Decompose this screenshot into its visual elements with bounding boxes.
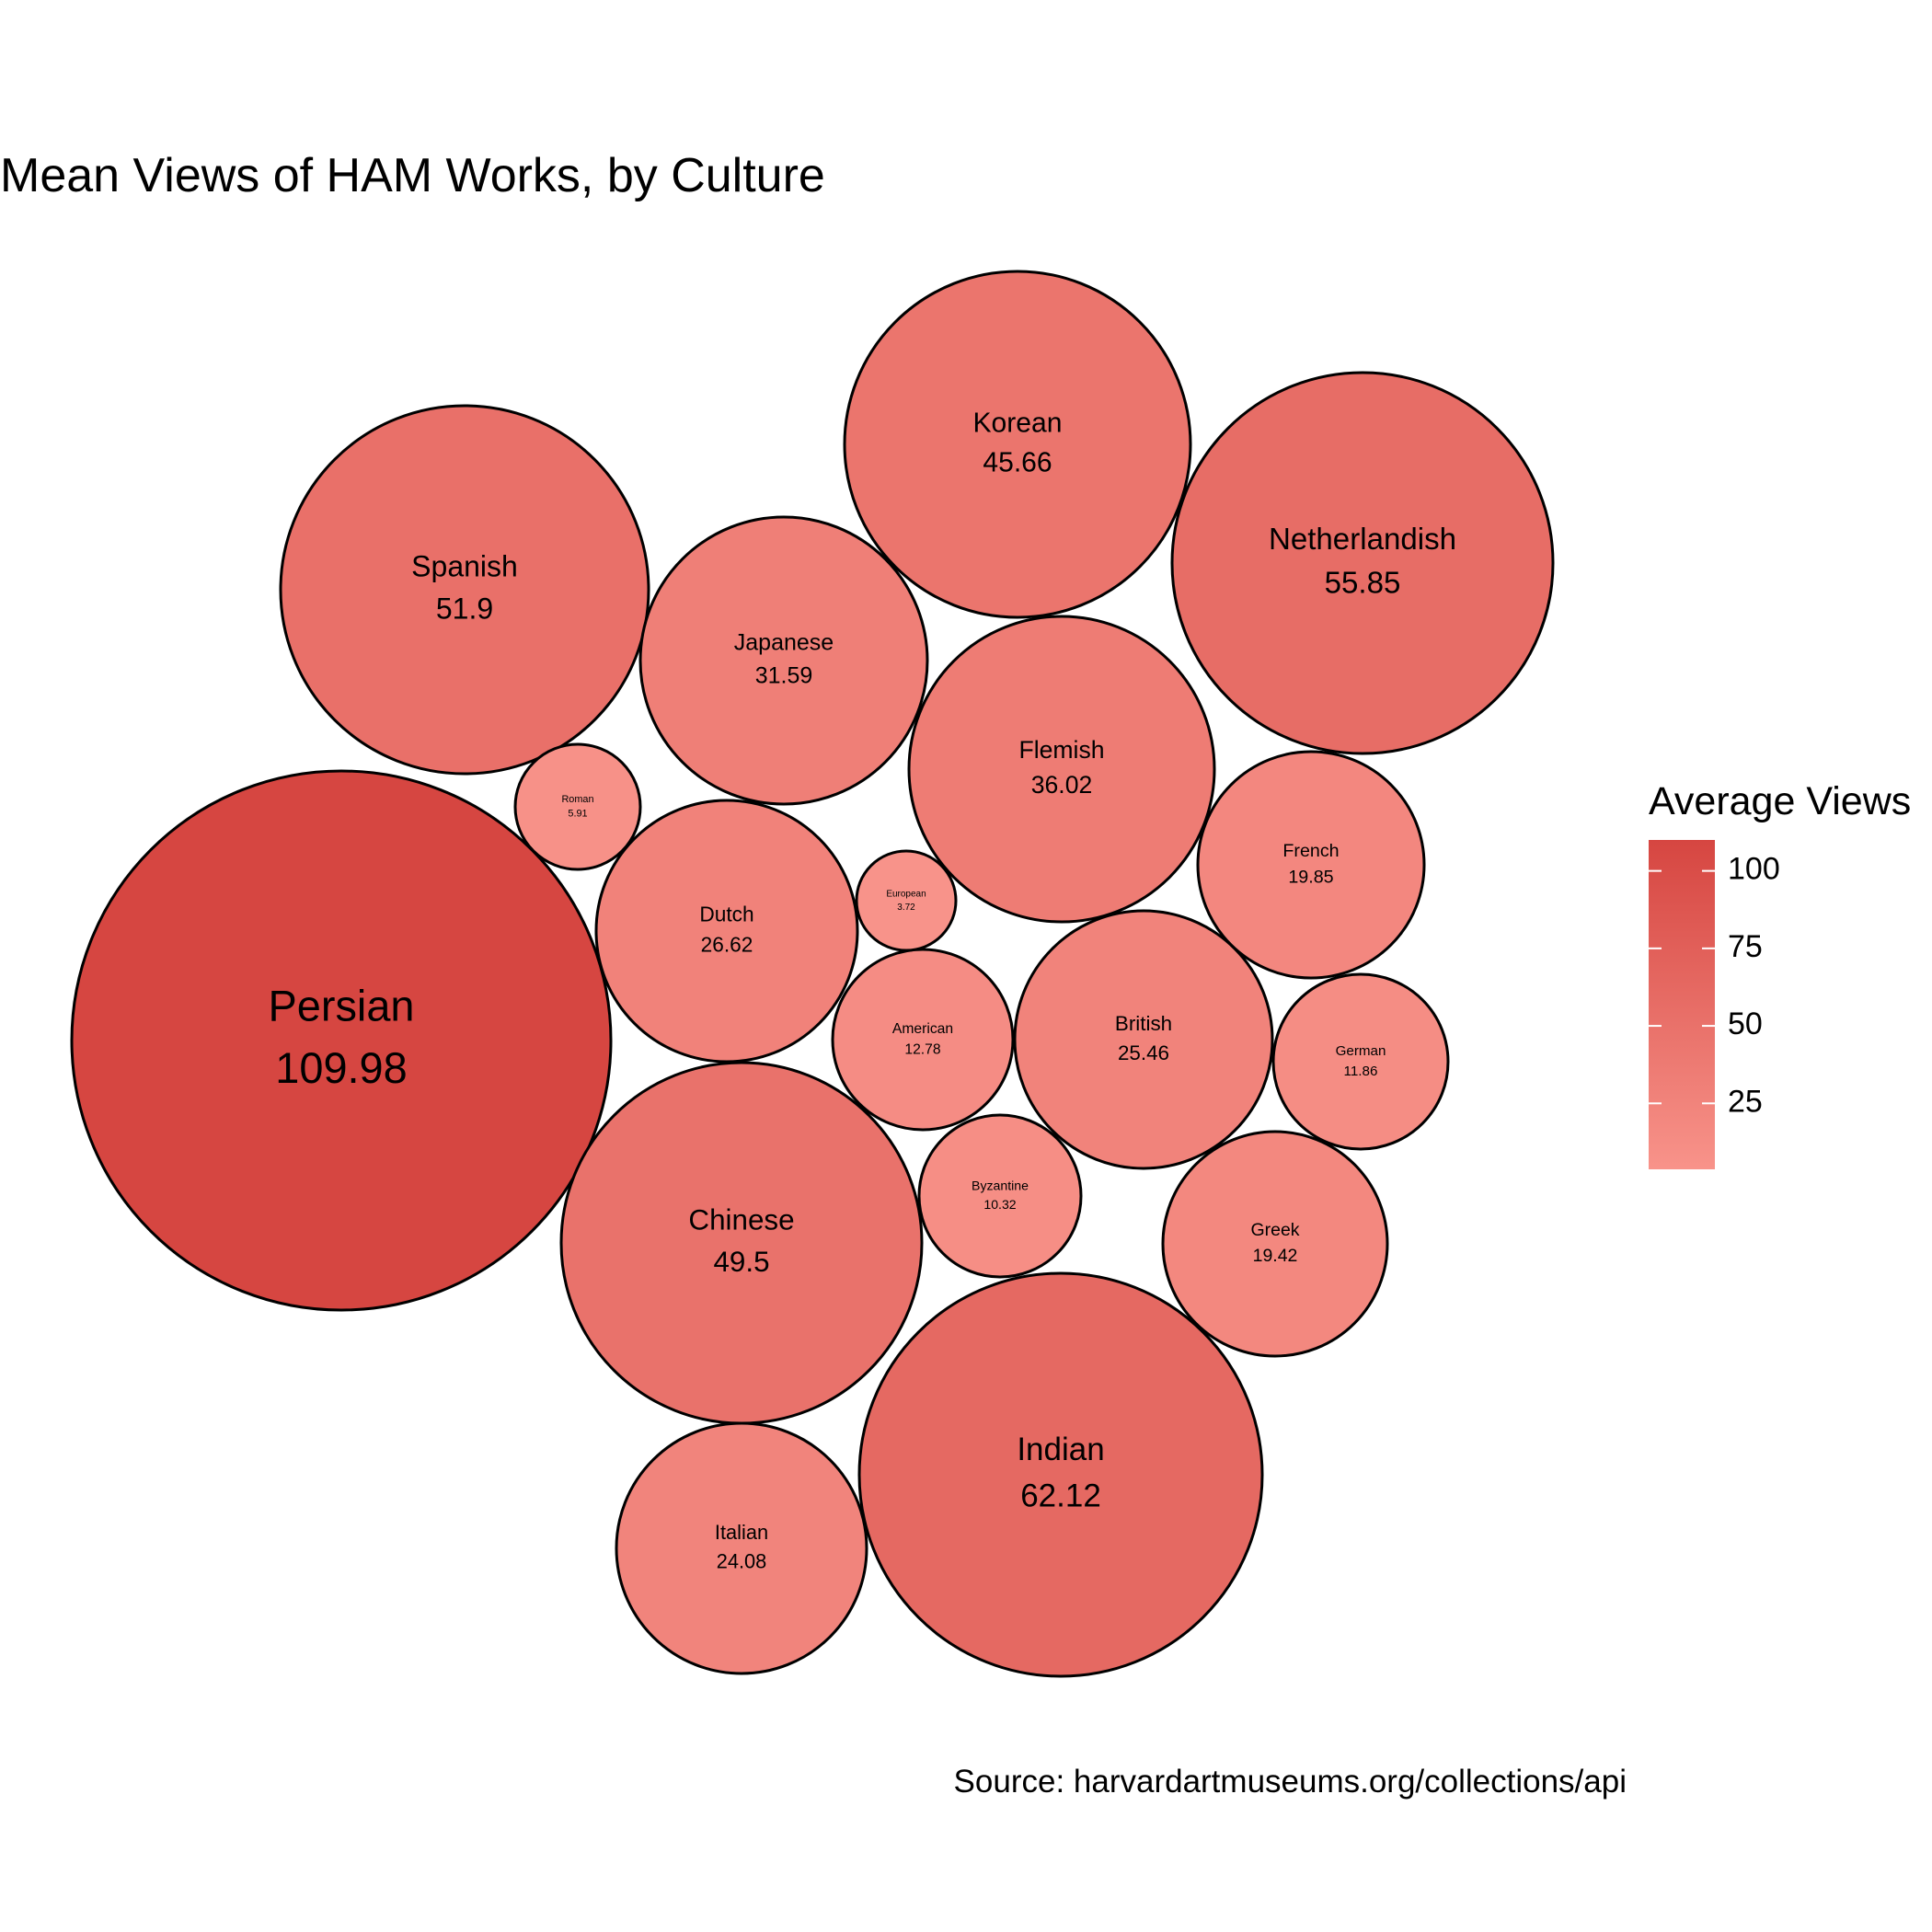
bubble-british: British 25.46 [1013,909,1274,1170]
bubble-circle-chinese [559,1061,924,1425]
bubble-japanese: Japanese 31.59 [638,515,929,806]
bubble-circle-flemish [907,615,1216,924]
bubble-circle-netherlandish [1170,371,1555,755]
bubble-circle-dutch [594,799,859,1064]
bubble-label-italian: Italian [715,1521,768,1544]
bubble-circle-indian [857,1271,1264,1678]
bubble-value-german: 11.86 [1344,1064,1378,1079]
bubble-label-greek: Greek [1250,1220,1299,1240]
bubble-label-flemish: Flemish [1018,736,1104,764]
legend-colorbar [1649,840,1715,1169]
bubble-german: German 11.86 [1271,972,1450,1151]
bubble-circle-spanish [279,404,650,776]
bubble-greek: Greek 19.42 [1161,1130,1389,1358]
chart-caption: Source: harvardartmuseums.org/collection… [954,1764,1627,1800]
bubble-label-american: American [892,1021,953,1037]
bubble-label-spanish: Spanish [411,549,518,582]
bubble-label-korean: Korean [972,408,1062,438]
bubble-chinese: Chinese 49.5 [559,1061,924,1425]
legend-tick-label-100: 100 [1728,852,1780,887]
bubble-circle-european [855,849,958,952]
bubble-value-italian: 24.08 [717,1549,767,1572]
bubble-value-indian: 62.12 [1020,1478,1101,1513]
bubble-value-roman: 5.91 [568,809,587,820]
bubble-label-japanese: Japanese [734,630,834,656]
bubble-label-german: German [1336,1043,1386,1059]
bubble-label-european: European [886,889,926,899]
bubble-flemish: Flemish 36.02 [907,615,1216,924]
bubble-circle-roman [513,742,642,871]
bubble-indian: Indian 62.12 [857,1271,1264,1678]
bubble-value-byzantine: 10.32 [983,1197,1016,1212]
bubble-label-british: British [1115,1012,1172,1035]
chart-title: Mean Views of HAM Works, by Culture [0,149,825,202]
bubble-circle-byzantine [917,1113,1083,1279]
bubble-value-flemish: 36.02 [1031,771,1093,799]
legend-tick-label-25: 25 [1728,1084,1763,1119]
bubble-french: French 19.85 [1196,750,1426,980]
bubble-roman: Roman 5.91 [513,742,642,871]
bubble-value-british: 25.46 [1118,1041,1169,1064]
bubble-circle-american [831,948,1015,1132]
bubble-value-spanish: 51.9 [436,592,493,625]
bubble-value-european: 3.72 [897,903,915,913]
legend-ticks: 100 75 50 25 [1649,852,1780,1119]
bubble-circle-british [1013,909,1274,1170]
bubbles-layer: Persian 109.98 Indian 62.12 Netherlandish 55.… [70,270,1555,1678]
bubble-persian: Persian 109.98 [70,769,613,1312]
legend-tick-label-50: 50 [1728,1006,1763,1041]
bubble-european: European 3.72 [855,849,958,952]
bubble-value-chinese: 49.5 [713,1246,769,1278]
bubble-label-roman: Roman [561,794,593,805]
bubble-label-netherlandish: Netherlandish [1269,523,1456,557]
bubble-value-persian: 109.98 [275,1044,407,1092]
legend-tick-label-75: 75 [1728,929,1763,964]
bubble-label-indian: Indian [1017,1432,1104,1467]
bubble-label-french: French [1282,841,1339,861]
bubble-italian: Italian 24.08 [615,1421,868,1675]
bubble-spanish: Spanish 51.9 [279,404,650,776]
legend: Average Views 100 75 50 25 [1649,779,1911,1169]
bubble-label-byzantine: Byzantine [972,1179,1029,1193]
bubble-value-american: 12.78 [904,1041,941,1057]
bubble-circle-italian [615,1421,868,1675]
bubble-dutch: Dutch 26.62 [594,799,859,1064]
bubble-value-korean: 45.66 [983,448,1052,478]
bubble-value-greek: 19.42 [1253,1246,1298,1266]
bubble-label-dutch: Dutch [699,903,753,926]
bubble-label-persian: Persian [269,983,415,1030]
bubble-circle-korean [843,270,1192,619]
bubble-circle-french [1196,750,1426,980]
bubble-value-dutch: 26.62 [701,932,753,956]
bubble-american: American 12.78 [831,948,1015,1132]
bubble-circle-persian [70,769,613,1312]
bubble-circle-japanese [638,515,929,806]
legend-title: Average Views [1649,779,1911,823]
bubble-netherlandish: Netherlandish 55.85 [1170,371,1555,755]
bubble-circle-greek [1161,1130,1389,1358]
bubble-value-japanese: 31.59 [755,663,813,689]
bubble-byzantine: Byzantine 10.32 [917,1113,1083,1279]
bubble-label-chinese: Chinese [688,1204,794,1236]
bubble-value-french: 19.85 [1288,867,1333,887]
bubble-korean: Korean 45.66 [843,270,1192,619]
bubble-value-netherlandish: 55.85 [1325,567,1401,601]
bubble-circle-german [1271,972,1450,1151]
